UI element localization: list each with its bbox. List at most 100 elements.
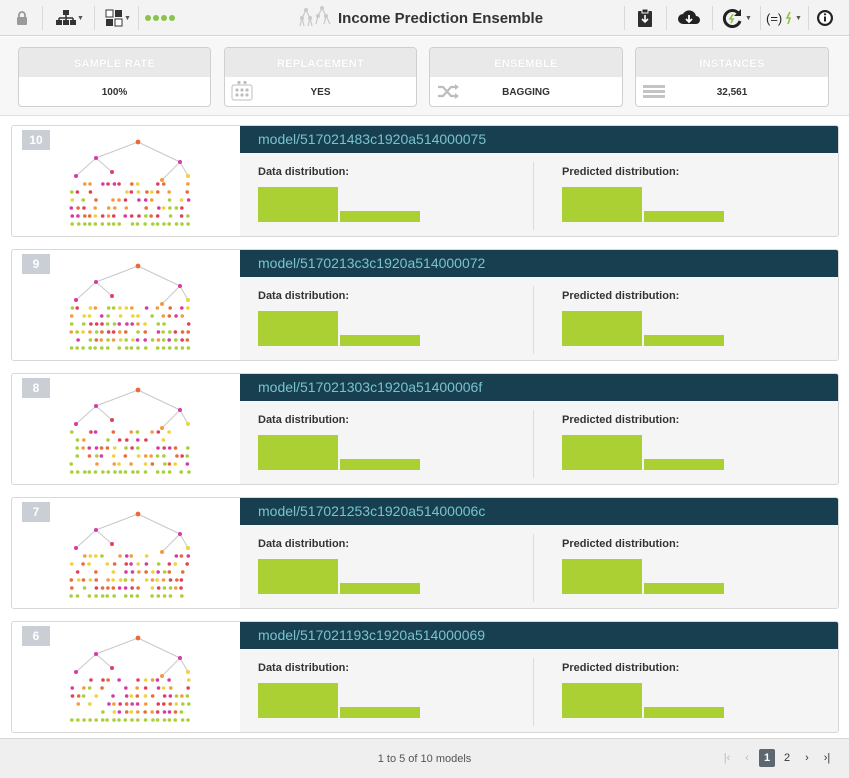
tree-thumbnail-icon[interactable] — [52, 136, 192, 226]
pred-dist-bar-0[interactable] — [562, 435, 642, 470]
shuffle-icon — [436, 80, 460, 105]
ensemble-summary: SAMPLE RATE 100% REPLACEMENT YES ENSEMBL… — [0, 37, 849, 116]
model-row: 9 model/5170213c3c1920a514000072 Data di… — [11, 249, 839, 361]
model-link[interactable]: model/517021253c1920a51400006c — [240, 498, 838, 525]
toolbar: ▼ ▼ Income Prediction Ensemble ▼ (=) ▼ — [0, 0, 849, 36]
prev-page-icon[interactable]: ‹ — [745, 752, 749, 764]
cloud-download-button[interactable] — [676, 6, 702, 30]
model-link[interactable]: model/517021303c1920a51400006f — [240, 374, 838, 401]
pred-dist-bar-0[interactable] — [562, 559, 642, 594]
config-button[interactable]: ▼ — [104, 6, 132, 30]
pred-dist-bar-1[interactable] — [644, 707, 724, 718]
replacement-box: REPLACEMENT YES — [224, 47, 417, 107]
sample-rate-value: 100% — [101, 86, 128, 98]
chevron-down-icon: ▼ — [795, 14, 802, 22]
model-link[interactable]: model/5170213c3c1920a514000072 — [240, 250, 838, 277]
info-icon — [817, 10, 833, 26]
model-number: 6 — [22, 626, 50, 646]
pred-dist-bar-1[interactable] — [644, 459, 724, 470]
pred-dist-bar-0[interactable] — [562, 683, 642, 718]
model-number: 10 — [22, 130, 50, 150]
pred-dist-bar-0[interactable] — [562, 187, 642, 222]
formula-button[interactable]: (=) ▼ — [766, 6, 802, 30]
instances-box: INSTANCES 32,561 — [635, 47, 829, 107]
status-dots-icon — [145, 6, 175, 30]
data-dist-bar-1[interactable] — [340, 459, 420, 470]
tree-structure-button[interactable]: ▼ — [54, 6, 86, 30]
last-page-icon[interactable]: ›| — [823, 752, 831, 764]
cloud-download-icon — [678, 10, 700, 24]
pagination: |‹ ‹ 1 2 › ›| — [719, 749, 835, 767]
next-page-icon[interactable]: › — [805, 752, 809, 764]
formula-icon: (=) — [766, 11, 792, 26]
page-title: Income Prediction Ensemble — [338, 9, 544, 27]
data-dist-bar-1[interactable] — [340, 335, 420, 346]
config-icon — [105, 9, 123, 27]
data-dist-bar-0[interactable] — [258, 435, 338, 470]
rows-icon — [642, 80, 666, 105]
data-dist-bar-0[interactable] — [258, 559, 338, 594]
tree-thumbnail-icon[interactable] — [52, 632, 192, 722]
predicted-distribution-label: Predicted distribution: — [562, 166, 680, 178]
replacement-value: YES — [310, 86, 331, 98]
model-row: 10 model/517021483c1920a514000075 Data d… — [11, 125, 839, 237]
sample-rate-box: SAMPLE RATE 100% — [18, 47, 211, 107]
pred-dist-bar-1[interactable] — [644, 335, 724, 346]
first-page-icon[interactable]: |‹ — [723, 752, 731, 764]
data-distribution-label: Data distribution: — [258, 414, 350, 426]
model-row: 7 model/517021253c1920a51400006c Data di… — [11, 497, 839, 609]
predicted-distribution-label: Predicted distribution: — [562, 290, 680, 302]
replacement-label: REPLACEMENT — [225, 48, 416, 77]
tree-thumbnail-icon[interactable] — [52, 260, 192, 350]
model-row: 6 model/517021193c1920a514000069 Data di… — [11, 621, 839, 733]
sample-rate-label: SAMPLE RATE — [19, 48, 210, 77]
data-distribution-label: Data distribution: — [258, 538, 350, 550]
pred-dist-bar-1[interactable] — [644, 211, 724, 222]
ensemble-value: BAGGING — [502, 86, 550, 98]
predicted-distribution-label: Predicted distribution: — [562, 414, 680, 426]
model-link[interactable]: model/517021193c1920a514000069 — [240, 622, 838, 649]
sampling-icon — [231, 80, 253, 105]
data-dist-bar-1[interactable] — [340, 583, 420, 594]
model-number: 8 — [22, 378, 50, 398]
data-distribution-label: Data distribution: — [258, 166, 350, 178]
ensemble-logo-icon — [299, 6, 331, 27]
pred-dist-bar-0[interactable] — [562, 311, 642, 346]
data-distribution-label: Data distribution: — [258, 662, 350, 674]
chevron-down-icon: ▼ — [745, 14, 752, 22]
data-dist-bar-0[interactable] — [258, 683, 338, 718]
model-row: 8 model/517021303c1920a51400006f Data di… — [11, 373, 839, 485]
clipboard-download-button[interactable] — [634, 6, 656, 30]
results-count: 1 to 5 of 10 models — [377, 753, 472, 765]
data-dist-bar-1[interactable] — [340, 707, 420, 718]
instances-label: INSTANCES — [636, 48, 828, 77]
ensemble-label: ENSEMBLE — [430, 48, 622, 77]
chevron-down-icon: ▼ — [124, 14, 131, 22]
svg-text:(=): (=) — [766, 11, 782, 26]
pagination-footer: 1 to 5 of 10 models |‹ ‹ 1 2 › ›| — [0, 738, 849, 778]
page-2-button[interactable]: 2 — [783, 752, 791, 764]
data-dist-bar-0[interactable] — [258, 311, 338, 346]
refresh-icon — [722, 9, 742, 28]
lock-icon[interactable] — [14, 6, 30, 30]
clipboard-download-icon — [638, 8, 652, 27]
chevron-down-icon: ▼ — [77, 14, 84, 22]
data-dist-bar-1[interactable] — [340, 211, 420, 222]
model-number: 7 — [22, 502, 50, 522]
data-distribution-label: Data distribution: — [258, 290, 350, 302]
pred-dist-bar-1[interactable] — [644, 583, 724, 594]
ensemble-box: ENSEMBLE BAGGING — [429, 47, 623, 107]
window-title: Income Prediction Ensemble — [298, 0, 543, 36]
data-dist-bar-0[interactable] — [258, 187, 338, 222]
model-number: 9 — [22, 254, 50, 274]
refresh-button[interactable]: ▼ — [720, 6, 754, 30]
instances-value: 32,561 — [716, 86, 748, 98]
tree-thumbnail-icon[interactable] — [52, 384, 192, 474]
predicted-distribution-label: Predicted distribution: — [562, 538, 680, 550]
tree-thumbnail-icon[interactable] — [52, 508, 192, 598]
info-button[interactable] — [814, 6, 836, 30]
predicted-distribution-label: Predicted distribution: — [562, 662, 680, 674]
page-1-button[interactable]: 1 — [759, 749, 775, 767]
tree-structure-icon — [56, 10, 77, 25]
model-link[interactable]: model/517021483c1920a514000075 — [240, 126, 838, 153]
